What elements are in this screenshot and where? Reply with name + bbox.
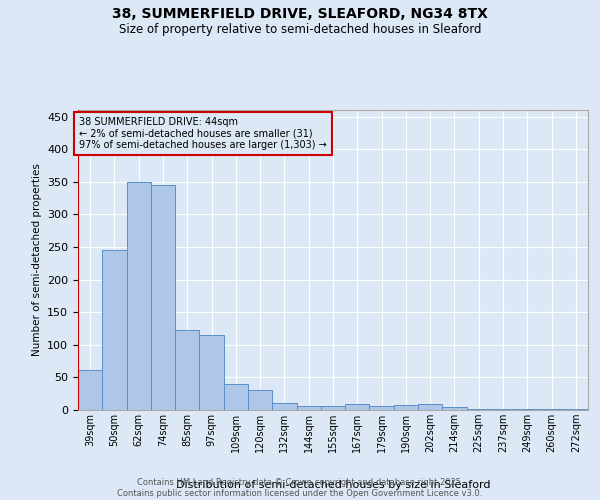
Text: Contains HM Land Registry data © Crown copyright and database right 2025.
Contai: Contains HM Land Registry data © Crown c…: [118, 478, 482, 498]
Bar: [224, 384, 248, 410]
Bar: [272, 404, 296, 410]
Text: Distribution of semi-detached houses by size in Sleaford: Distribution of semi-detached houses by …: [176, 480, 490, 490]
Bar: [151, 185, 175, 410]
Bar: [78, 370, 102, 410]
Bar: [418, 404, 442, 410]
Bar: [127, 182, 151, 410]
Bar: [394, 405, 418, 410]
Text: 38, SUMMERFIELD DRIVE, SLEAFORD, NG34 8TX: 38, SUMMERFIELD DRIVE, SLEAFORD, NG34 8T…: [112, 8, 488, 22]
Bar: [370, 406, 394, 410]
Bar: [296, 406, 321, 410]
Bar: [199, 335, 224, 410]
Text: 38 SUMMERFIELD DRIVE: 44sqm
← 2% of semi-detached houses are smaller (31)
97% of: 38 SUMMERFIELD DRIVE: 44sqm ← 2% of semi…: [79, 116, 327, 150]
Bar: [442, 408, 467, 410]
Y-axis label: Number of semi-detached properties: Number of semi-detached properties: [32, 164, 41, 356]
Text: Size of property relative to semi-detached houses in Sleaford: Size of property relative to semi-detach…: [119, 22, 481, 36]
Bar: [345, 404, 370, 410]
Bar: [321, 406, 345, 410]
Bar: [248, 390, 272, 410]
Bar: [102, 250, 127, 410]
Bar: [175, 330, 199, 410]
